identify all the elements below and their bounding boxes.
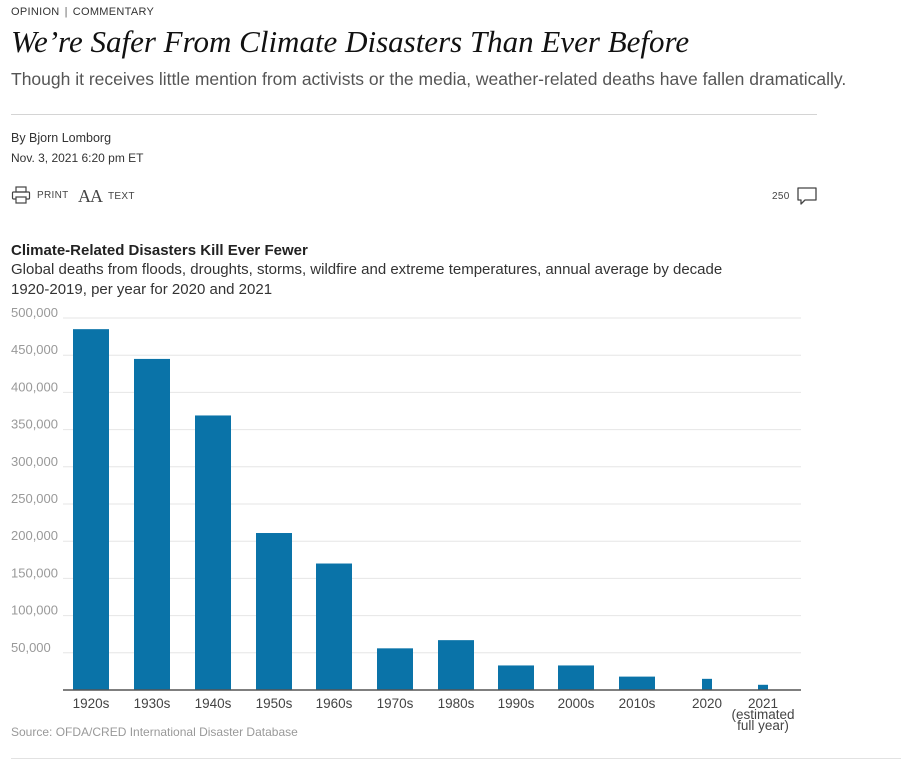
bar-1930s [134,358,170,690]
y-tick-label: 300,000 [11,454,58,469]
x-tick-label: 2021 (estimated full year) [731,696,794,733]
y-tick-label: 350,000 [11,417,58,432]
y-tick-label: 250,000 [11,491,58,506]
x-tick-label: 1920s [73,696,110,711]
print-button[interactable]: PRINT [11,186,69,204]
x-tick-label: 1960s [316,696,353,711]
chart-title: Climate-Related Disasters Kill Ever Fewe… [11,242,308,259]
x-tick-label: 1940s [195,696,232,711]
bottom-divider [11,758,901,759]
article-flag: OPINION | COMMENTARY [11,6,154,18]
y-tick-label: 400,000 [11,379,58,394]
gridlines [63,317,801,654]
y-tick-label: 100,000 [11,603,58,618]
bar-1960s [316,563,352,690]
publish-date: Nov. 3, 2021 6:20 pm ET [11,151,144,165]
text-size-icon: AA [78,186,103,206]
y-tick-label: 450,000 [11,342,58,357]
y-tick-label: 50,000 [11,640,51,655]
divider [11,114,817,115]
comments-button[interactable]: 250 [772,186,818,206]
chart-subtitle-line-2: 1920-2019, per year for 2020 and 2021 [11,281,272,298]
category-link[interactable]: COMMENTARY [72,6,155,18]
text-size-button[interactable]: AA TEXT [78,186,135,207]
bar-1970s [377,648,413,690]
text-label: TEXT [108,191,135,202]
x-tick-label: 1930s [134,696,171,711]
x-axis-ticks: 1920s 1930s 1940s 1950s 1960s 1970s 1980s 1990s… [73,696,795,733]
comment-count: 250 [772,190,790,202]
y-tick-label: 500,000 [11,305,58,320]
y-tick-label: 150,000 [11,565,58,580]
print-label: PRINT [37,189,69,201]
chart: Climate-Related Disasters Kill Ever Fewe… [11,242,801,739]
section-link[interactable]: OPINION [11,6,60,18]
x-tick-label: 1990s [498,696,535,711]
x-tick-label: 1950s [256,696,293,711]
x-tick-label: 1970s [377,696,414,711]
chart-source: Source: OFDA/CRED International Disaster… [11,725,298,739]
bar-1980s [438,640,474,690]
bar-1920s [73,329,109,690]
bar-1990s [498,665,534,690]
y-axis-ticks: 50,000 100,000 150,000 200,000 250,000 300,00… [11,305,58,655]
bars [73,329,768,690]
printer-icon [11,186,31,204]
bar-2021 [758,684,768,690]
x-tick-label: 2000s [558,696,595,711]
byline: By Bjorn Lomborg [11,131,111,145]
bar-1950s [256,533,292,690]
author-link[interactable]: By Bjorn Lomborg [11,131,112,145]
bar-2020 [702,678,712,690]
x-tick-label: 2010s [619,696,656,711]
bar-1940s [195,415,231,690]
bar-2000s [558,665,594,690]
dek: Though it receives little mention from a… [11,69,847,89]
x-tick-label: 2020 [692,696,722,711]
chart-subtitle-line-1: Global deaths from floods, droughts, sto… [11,261,722,278]
bar-2010s [619,676,655,690]
headline: We’re Safer From Climate Disasters Than … [11,24,690,59]
y-tick-label: 200,000 [11,528,58,543]
comment-bubble-icon [796,187,817,205]
x-tick-label: 1980s [438,696,475,711]
flag-separator: | [64,6,68,18]
